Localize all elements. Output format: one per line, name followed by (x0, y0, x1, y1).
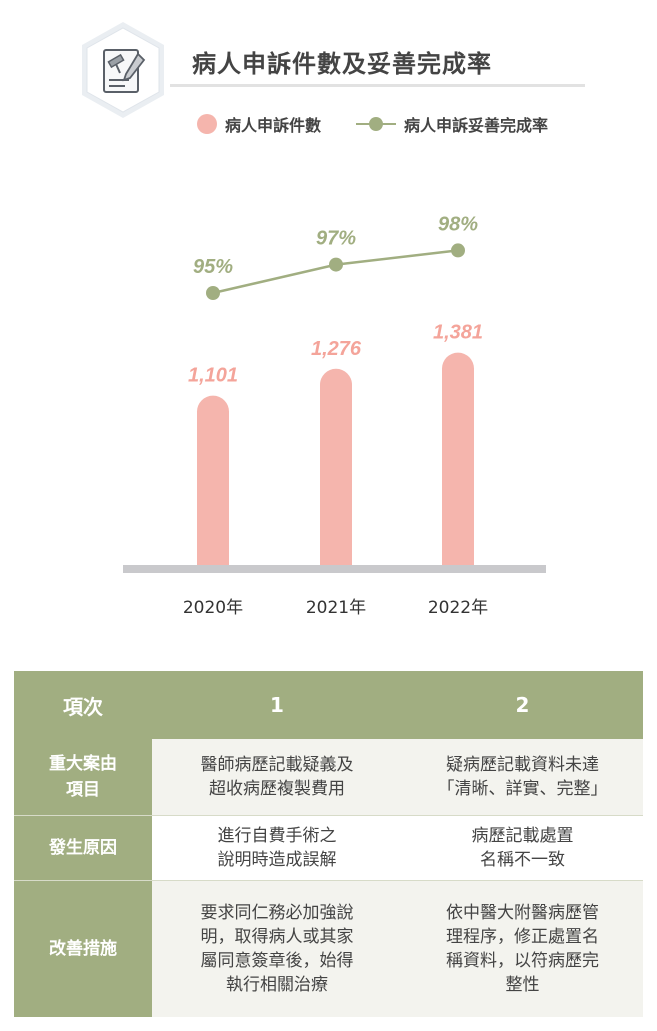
table-cell: 進行自費手術之 說明時造成誤解 (217, 825, 337, 870)
row-label-improvement: 改善措施 (49, 938, 117, 959)
legend-line-label: 病人申訴妥善完成率 (404, 116, 549, 135)
bar-value-label: 1,276 (311, 338, 362, 360)
bar-value-label: 1,381 (433, 322, 483, 344)
x-axis (123, 565, 546, 573)
header: 病人申訴件數及妥善完成率 (0, 0, 657, 130)
document-gavel-icon (80, 20, 166, 120)
row-label-major-case: 重大案由 項目 (49, 754, 117, 800)
line-value-label: 98% (438, 213, 478, 235)
table-row-band (152, 815, 643, 880)
line-value-label: 97% (316, 228, 356, 250)
line-point (329, 257, 343, 272)
legend-bar-label: 病人申訴件數 (225, 116, 322, 135)
x-tick-label: 2020年 (183, 598, 243, 618)
table-cell: 依中醫大附醫病歷管 理程序，修正處置名 稱資料，以符病歷完 整性 (446, 902, 599, 995)
header-cell-item: 項次 (63, 694, 103, 719)
x-tick-label: 2021年 (306, 598, 366, 618)
table-cell: 病歷記載處置 名稱不一致 (471, 825, 574, 870)
header-cell-2: 2 (515, 693, 530, 717)
chart-legend: 病人申訴件數 病人申訴妥善完成率 (0, 112, 657, 138)
legend-line-swatch (356, 117, 396, 131)
table-row-band (152, 739, 643, 815)
chart: 1,101 1,276 1,381 2020年 2021年 2022年 95% 97% 98% (123, 213, 546, 618)
line-point (451, 243, 465, 258)
table-cell: 醫師病歷記載疑義及 超收病歷複製費用 (200, 755, 354, 799)
page-title: 病人申訴件數及妥善完成率 (192, 50, 492, 78)
row-label-cause: 發生原因 (49, 837, 117, 858)
x-tick-label: 2022年 (428, 598, 488, 618)
line-value-label: 95% (193, 256, 233, 278)
bar (197, 395, 229, 565)
table-row-band (152, 880, 643, 1017)
bar (442, 352, 474, 565)
table-header-row (14, 671, 643, 739)
table-cell: 要求同仁務必加強說 明，取得病人或其家 屬同意簽章後，始得 執行相關治療 (200, 902, 354, 995)
title-divider (170, 84, 585, 87)
bar-value-label: 1,101 (188, 365, 238, 387)
bar (320, 368, 352, 565)
header-cell-1: 1 (270, 693, 284, 717)
legend-bar-swatch (197, 114, 217, 134)
info-table: 項次 1 2 重大案由 項目 醫師病歷記載疑義及 超收病歷複製費用 疑病歷記載資… (14, 671, 643, 1017)
line-point (206, 286, 220, 300)
legend-item-bar: 病人申訴件數 (197, 112, 321, 136)
row-divider (14, 815, 643, 816)
legend-item-line: 病人申訴妥善完成率 (356, 112, 548, 136)
row-divider (14, 880, 643, 881)
table-cell: 疑病歷記載資料未達 「清晰、詳實、完整」 (437, 755, 608, 799)
line-series (212, 249, 459, 295)
